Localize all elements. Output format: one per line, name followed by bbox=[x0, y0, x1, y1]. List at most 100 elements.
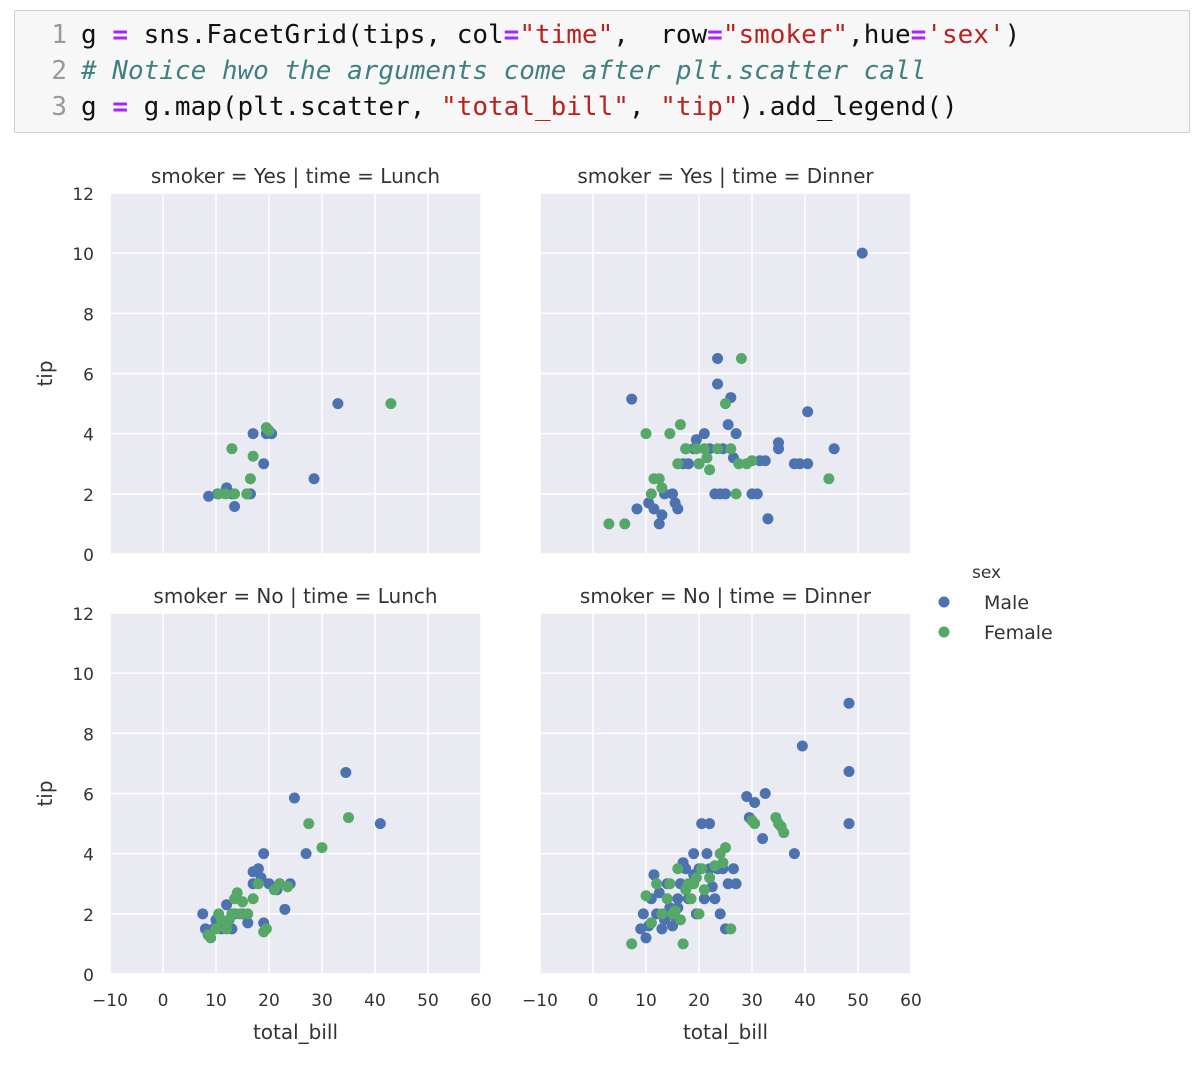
x-tick-label: 30 bbox=[741, 991, 763, 1011]
legend-marker-male bbox=[938, 596, 950, 608]
x-tick-label: −10 bbox=[522, 991, 558, 1011]
code-text: g bbox=[81, 20, 113, 50]
code-operator: = bbox=[112, 20, 128, 50]
data-point-female bbox=[626, 938, 638, 950]
data-point-male bbox=[653, 518, 665, 530]
data-point-female bbox=[619, 518, 631, 530]
data-point-female bbox=[653, 473, 665, 485]
data-point-female bbox=[385, 398, 397, 410]
data-point-female bbox=[698, 443, 710, 455]
data-point-female bbox=[669, 905, 681, 917]
data-point-male bbox=[701, 848, 713, 860]
y-tick-label: 0 bbox=[83, 546, 94, 566]
data-point-female bbox=[282, 881, 294, 893]
data-point-female bbox=[693, 458, 705, 470]
data-point-male bbox=[680, 863, 692, 875]
data-point-male bbox=[656, 923, 668, 935]
data-point-female bbox=[252, 878, 264, 890]
data-point-male bbox=[229, 500, 241, 512]
data-point-male bbox=[759, 455, 771, 467]
data-point-female bbox=[696, 863, 708, 875]
data-point-female bbox=[603, 518, 615, 530]
data-point-male bbox=[698, 428, 710, 440]
x-tick-label: 40 bbox=[364, 991, 386, 1011]
data-point-female bbox=[226, 443, 238, 455]
code-text: g bbox=[81, 92, 113, 122]
data-point-female bbox=[680, 443, 692, 455]
data-point-male bbox=[242, 917, 254, 929]
x-tick-label: 10 bbox=[205, 991, 227, 1011]
code-string: "time" bbox=[519, 20, 614, 50]
data-point-male bbox=[802, 458, 814, 470]
data-point-male bbox=[712, 352, 724, 364]
data-point-female bbox=[237, 896, 248, 908]
data-point-female bbox=[645, 917, 657, 929]
data-point-male bbox=[762, 513, 774, 525]
data-point-male bbox=[720, 488, 731, 500]
data-point-male bbox=[856, 247, 868, 259]
y-tick-label: 6 bbox=[83, 366, 94, 386]
data-point-male bbox=[637, 908, 649, 920]
code-comment: # Notice hwo the arguments come after pl… bbox=[81, 56, 927, 86]
data-point-female bbox=[316, 842, 328, 854]
data-point-male bbox=[698, 893, 710, 905]
data-point-male bbox=[773, 437, 784, 449]
data-point-male bbox=[648, 503, 660, 515]
data-point-female bbox=[704, 464, 716, 476]
facet-title: smoker = No | time = Dinner bbox=[580, 584, 872, 608]
data-point-male bbox=[332, 398, 344, 410]
x-tick-label: 60 bbox=[470, 991, 492, 1011]
data-point-female bbox=[242, 908, 254, 920]
data-point-female bbox=[210, 923, 222, 935]
data-point-male bbox=[221, 899, 233, 911]
code-text: sns.FacetGrid(tips, col bbox=[127, 20, 504, 50]
data-point-male bbox=[796, 740, 808, 752]
data-point-female bbox=[231, 887, 243, 899]
x-tick-label: 10 bbox=[635, 991, 657, 1011]
data-point-male bbox=[843, 818, 855, 830]
data-point-male bbox=[741, 791, 753, 803]
x-tick-label: 50 bbox=[847, 991, 869, 1011]
data-point-female bbox=[778, 827, 790, 839]
x-tick-label: 40 bbox=[794, 991, 816, 1011]
x-tick-label: 0 bbox=[158, 991, 169, 1011]
data-point-male bbox=[340, 766, 352, 778]
data-point-female bbox=[260, 923, 272, 935]
data-point-male bbox=[258, 458, 270, 470]
y-tick-label: 12 bbox=[72, 185, 94, 205]
x-tick-label: −10 bbox=[92, 991, 128, 1011]
data-point-female bbox=[725, 443, 737, 455]
y-tick-label: 2 bbox=[83, 486, 94, 506]
data-point-female bbox=[712, 443, 724, 455]
data-point-female bbox=[672, 458, 684, 470]
data-point-male bbox=[667, 488, 678, 500]
data-point-male bbox=[656, 509, 668, 521]
data-point-male bbox=[794, 458, 806, 470]
code-text: ,hue bbox=[848, 20, 911, 50]
data-point-male bbox=[757, 833, 769, 845]
data-point-female bbox=[215, 914, 227, 926]
data-point-female bbox=[690, 443, 702, 455]
data-point-female bbox=[685, 893, 697, 905]
data-point-male bbox=[730, 878, 742, 890]
data-point-male bbox=[279, 903, 291, 915]
y-tick-label: 12 bbox=[72, 605, 94, 625]
data-point-male bbox=[709, 893, 721, 905]
data-point-male bbox=[682, 458, 694, 470]
facet-title: smoker = Yes | time = Dinner bbox=[577, 164, 874, 188]
legend-label-male: Male bbox=[984, 592, 1029, 614]
data-point-male bbox=[648, 869, 660, 881]
code-text: ) bbox=[1004, 20, 1021, 50]
x-tick-label: 0 bbox=[588, 991, 599, 1011]
data-point-male bbox=[696, 818, 708, 830]
data-point-male bbox=[631, 503, 643, 515]
code-text: , row bbox=[613, 20, 708, 50]
code-operator: = bbox=[112, 92, 128, 122]
data-point-male bbox=[688, 848, 700, 860]
data-point-female bbox=[701, 452, 713, 464]
x-tick-label: 20 bbox=[688, 991, 710, 1011]
data-point-female bbox=[749, 818, 761, 830]
